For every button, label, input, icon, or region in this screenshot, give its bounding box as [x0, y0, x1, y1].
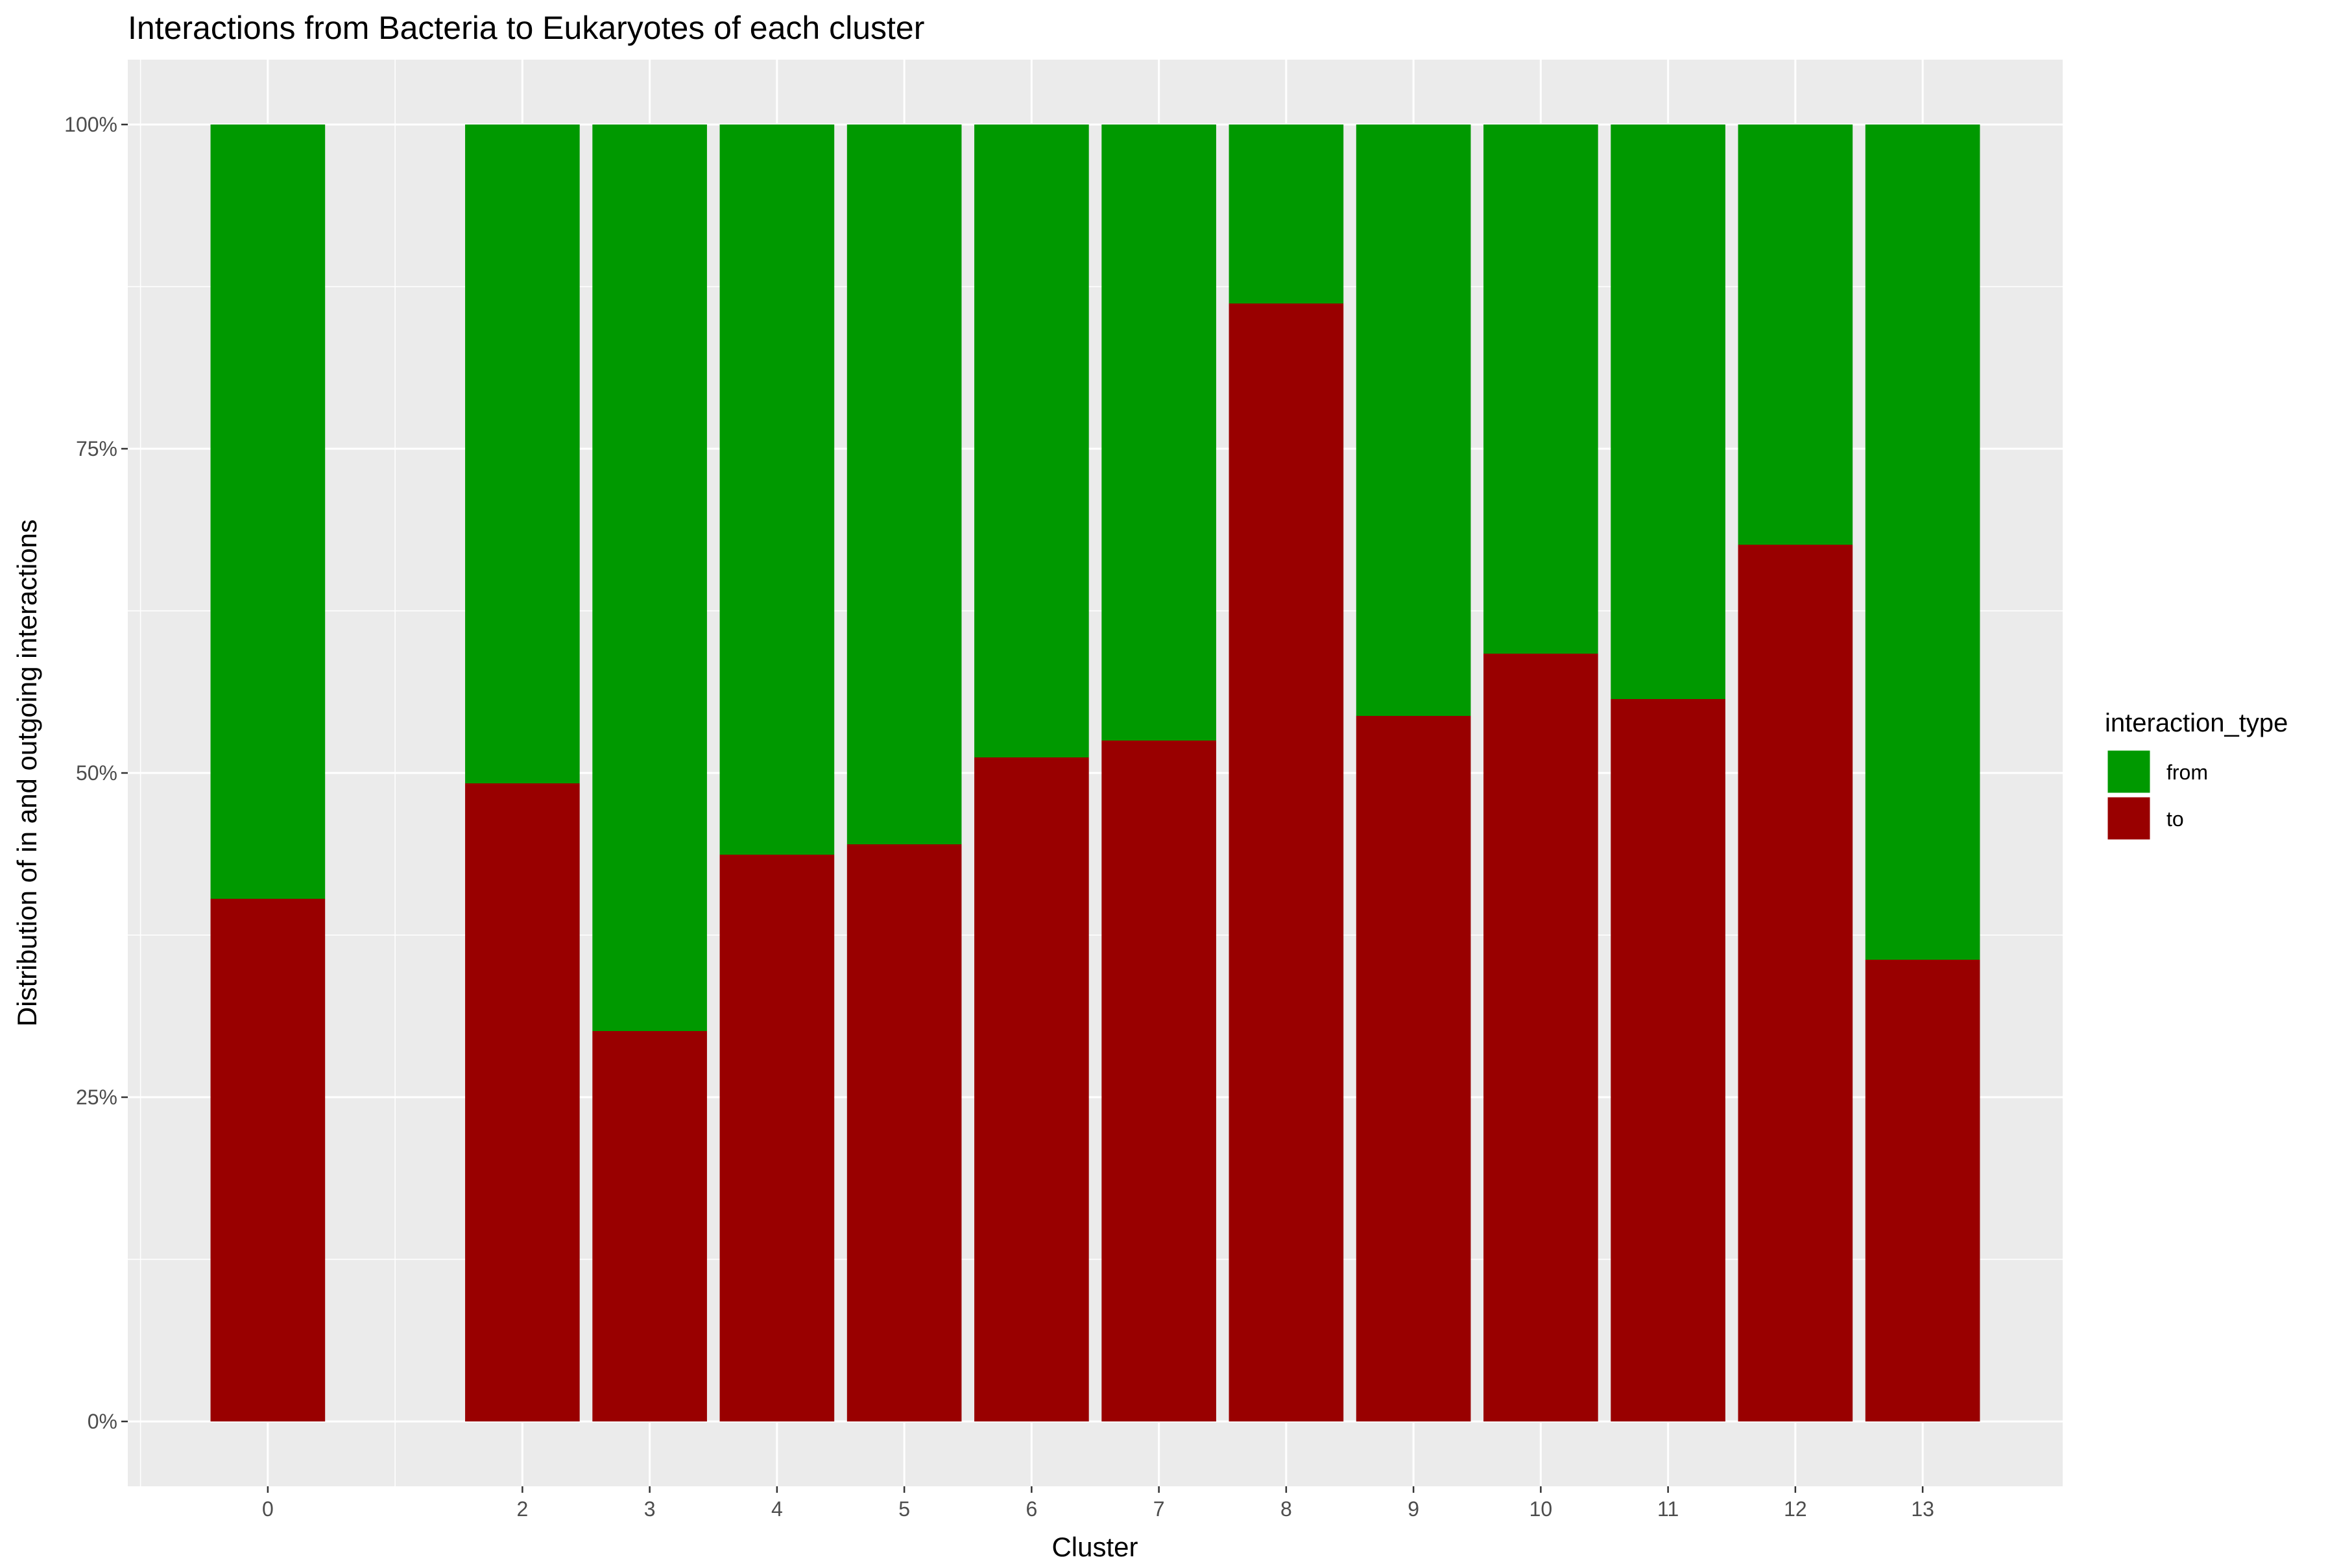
bar-to-cluster-10: [1483, 654, 1598, 1421]
y-axis-title: Distribution of in and outgoing interact…: [12, 519, 42, 1027]
bar-from-cluster-12: [1738, 125, 1853, 545]
y-tick-label: 75%: [76, 437, 117, 460]
legend-label-to: to: [2166, 807, 2184, 831]
bar-from-cluster-2: [465, 125, 580, 783]
bar-to-cluster-8: [1229, 303, 1344, 1421]
x-tick-label: 13: [1911, 1497, 1934, 1521]
x-tick-label: 7: [1153, 1497, 1165, 1521]
bar-from-cluster-7: [1101, 125, 1216, 741]
bar-to-cluster-13: [1865, 960, 1980, 1421]
bar-to-cluster-6: [974, 757, 1089, 1421]
x-axis-title: Cluster: [1051, 1532, 1138, 1562]
bar-to-cluster-3: [592, 1031, 707, 1421]
bars: [210, 125, 1980, 1421]
bar-from-cluster-5: [846, 125, 962, 844]
bar-to-cluster-9: [1356, 716, 1471, 1421]
legend-items: from to: [2105, 748, 2208, 842]
y-tick-label: 0%: [88, 1410, 117, 1433]
y-tick-label: 50%: [76, 761, 117, 785]
bar-to-cluster-2: [465, 783, 580, 1421]
bar-to-cluster-7: [1101, 741, 1216, 1421]
bar-from-cluster-9: [1356, 125, 1471, 716]
x-tick-label: 6: [1026, 1497, 1037, 1521]
bar-to-cluster-11: [1611, 699, 1725, 1421]
bar-from-cluster-13: [1865, 125, 1980, 960]
x-tick-label: 4: [771, 1497, 783, 1521]
x-tick-label: 3: [644, 1497, 656, 1521]
legend: interaction_type from to: [2105, 709, 2288, 842]
x-tick-label: 12: [1784, 1497, 1807, 1521]
x-axis: 0 2 3 4 5 6 7 8 9 10 11 12 13: [262, 1486, 1934, 1521]
y-tick-label: 100%: [64, 113, 117, 136]
y-tick-label: 25%: [76, 1086, 117, 1109]
bar-from-cluster-10: [1483, 125, 1598, 654]
x-tick-label: 2: [516, 1497, 528, 1521]
x-tick-label: 10: [1529, 1497, 1553, 1521]
x-tick-label: 9: [1408, 1497, 1419, 1521]
bar-from-cluster-3: [592, 125, 707, 1031]
legend-title: interaction_type: [2105, 709, 2288, 737]
legend-key-to: [2105, 795, 2152, 842]
x-tick-label: 11: [1657, 1497, 1679, 1521]
x-tick-label: 0: [262, 1497, 274, 1521]
bar-to-cluster-5: [846, 844, 962, 1421]
bar-from-cluster-0: [210, 125, 326, 899]
y-axis: 0% 25% 50% 75% 100%: [64, 113, 128, 1433]
chart-title: Interactions from Bacteria to Eukaryotes…: [128, 10, 924, 46]
bar-from-cluster-8: [1229, 125, 1344, 303]
bar-from-cluster-11: [1611, 125, 1725, 699]
bar-to-cluster-12: [1738, 545, 1853, 1421]
bar-from-cluster-4: [719, 125, 835, 855]
x-tick-label: 8: [1280, 1497, 1292, 1521]
x-tick-label: 5: [898, 1497, 910, 1521]
bar-from-cluster-6: [974, 125, 1089, 757]
bar-to-cluster-4: [719, 855, 835, 1421]
legend-label-from: from: [2166, 761, 2208, 784]
bar-to-cluster-0: [210, 899, 326, 1421]
legend-key-from: [2105, 748, 2152, 795]
